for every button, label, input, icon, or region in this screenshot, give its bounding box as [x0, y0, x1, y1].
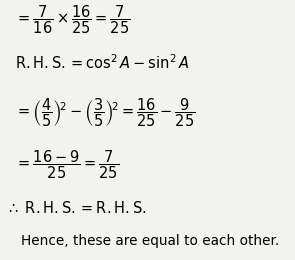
- Text: $= \dfrac{7}{16} \times \dfrac{16}{25} = \dfrac{7}{25}$: $= \dfrac{7}{16} \times \dfrac{16}{25} =…: [15, 3, 130, 36]
- Text: Hence, these are equal to each other.: Hence, these are equal to each other.: [21, 233, 279, 248]
- Text: $= \dfrac{16-9}{25} = \dfrac{7}{25}$: $= \dfrac{16-9}{25} = \dfrac{7}{25}$: [15, 149, 119, 181]
- Text: $\therefore\; \mathrm{R.H.S.} = \mathrm{R.H.S.}$: $\therefore\; \mathrm{R.H.S.} = \mathrm{…: [6, 200, 146, 216]
- Text: $\mathrm{R.H.S.} = \cos^2 A - \sin^2 A$: $\mathrm{R.H.S.} = \cos^2 A - \sin^2 A$: [15, 53, 189, 72]
- Text: $= \left(\dfrac{4}{5}\right)^{\!2} - \left(\dfrac{3}{5}\right)^{\!2} = \dfrac{16: $= \left(\dfrac{4}{5}\right)^{\!2} - \le…: [15, 97, 195, 129]
